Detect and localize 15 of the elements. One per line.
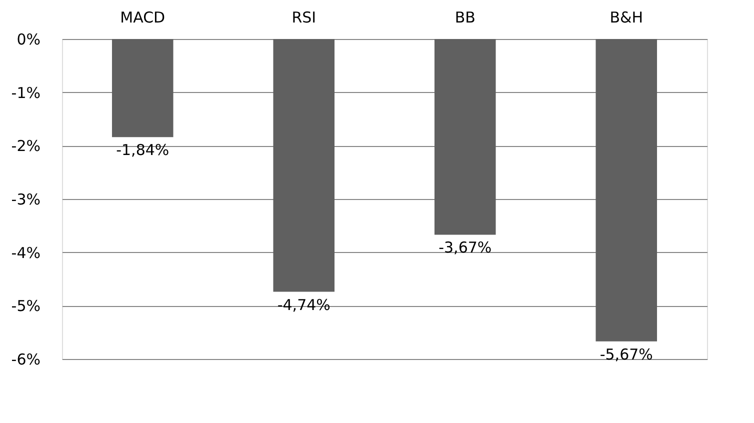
x-tick-label: MACD [120, 8, 166, 26]
y-tick-label: -4% [11, 244, 40, 262]
data-label: -3,67% [438, 238, 492, 257]
x-tick-label: RSI [292, 8, 316, 26]
y-tick-label: -5% [11, 297, 40, 316]
y-tick-label: -6% [11, 350, 40, 368]
data-label: -5,67% [600, 345, 653, 364]
x-tick-label: B&H [610, 8, 644, 26]
x-tick-label: BB [454, 8, 476, 26]
data-label: -4,74% [277, 296, 330, 314]
y-tick-label: 0% [16, 30, 40, 48]
y-tick-label: -2% [11, 137, 40, 156]
y-tick-label: -1% [11, 84, 40, 102]
data-label: -1,84% [116, 141, 170, 160]
y-tick-label: -3% [11, 190, 40, 208]
